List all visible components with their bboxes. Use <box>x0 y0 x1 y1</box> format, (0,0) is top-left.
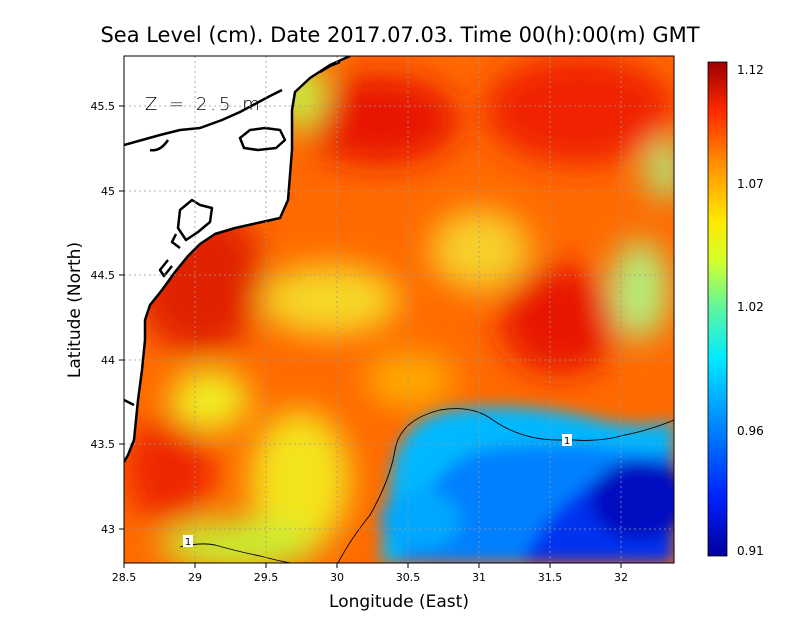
colorbar-tick-label: 0.96 <box>737 424 764 438</box>
colorbar-tick-label: 0.91 <box>737 544 764 558</box>
y-tick-label: 44 <box>101 354 115 367</box>
y-tick-label: 45 <box>101 185 115 198</box>
y-axis: 43 43.5 44 44.5 45 45.5 Latitude (North) <box>65 100 124 536</box>
map-title: Sea Level (cm). Date 2017.07.03. Time 00… <box>100 23 699 47</box>
contour-label: 1 <box>564 436 570 447</box>
y-tick-label: 43 <box>101 523 115 536</box>
x-axis-label: Longitude (East) <box>329 592 469 612</box>
y-tick-label: 45.5 <box>91 100 116 113</box>
grid-lines <box>124 56 674 563</box>
x-tick-label: 30 <box>330 571 344 584</box>
x-tick-label: 31 <box>472 571 486 584</box>
y-axis-label: Latitude (North) <box>65 242 85 378</box>
colorbar-tick-label: 1.12 <box>737 63 764 77</box>
y-tick-label: 44.5 <box>91 269 116 282</box>
field-patches <box>125 56 674 563</box>
x-tick-label: 28.5 <box>112 571 137 584</box>
contour-label: 1 <box>185 537 191 548</box>
colorbar: 1.12 1.07 1.02 0.96 0.91 <box>707 61 764 558</box>
land-area <box>124 56 350 462</box>
colorbar-gradient <box>707 61 728 557</box>
x-axis: 28.5 29 29.5 30 30.5 31 31.5 32 Longitud… <box>112 563 628 612</box>
x-tick-label: 30.5 <box>396 571 421 584</box>
colorbar-tick-label: 1.07 <box>737 177 764 191</box>
contour-lines <box>179 408 674 563</box>
contour-label-box <box>562 434 572 446</box>
contour-labels: 1 1 <box>183 434 572 548</box>
y-tick-label: 43.5 <box>91 438 116 451</box>
x-tick-label: 32 <box>614 571 628 584</box>
x-tick-label: 29.5 <box>254 571 279 584</box>
coastline <box>124 56 351 463</box>
x-tick-label: 29 <box>188 571 202 584</box>
plot-frame <box>123 55 675 564</box>
contour-label-box <box>183 535 193 547</box>
depth-label: Z = 2.5 m <box>145 94 263 115</box>
southeast-low <box>380 406 674 563</box>
sea-level-field: 1 1 <box>124 56 674 563</box>
x-tick-label: 31.5 <box>538 571 563 584</box>
colorbar-tick-label: 1.02 <box>737 300 764 314</box>
